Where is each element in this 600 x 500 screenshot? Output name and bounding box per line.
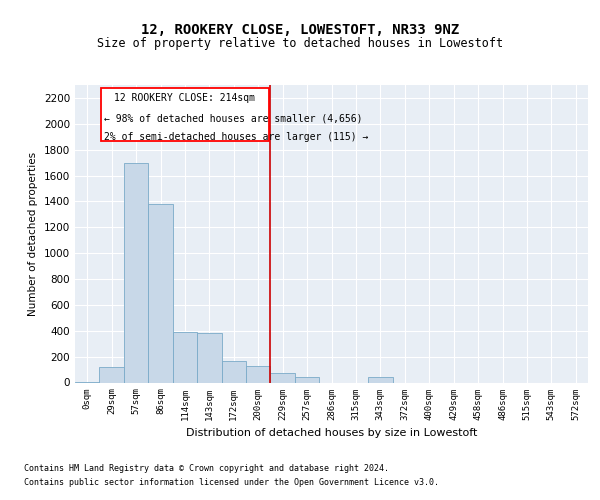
Bar [246, 366, 271, 382]
X-axis label: Distribution of detached houses by size in Lowestoft: Distribution of detached houses by size … [186, 428, 477, 438]
Text: 12, ROOKERY CLOSE, LOWESTOFT, NR33 9NZ: 12, ROOKERY CLOSE, LOWESTOFT, NR33 9NZ [141, 22, 459, 36]
Y-axis label: Number of detached properties: Number of detached properties [28, 152, 38, 316]
Bar [368, 378, 392, 382]
Text: 12 ROOKERY CLOSE: 214sqm: 12 ROOKERY CLOSE: 214sqm [115, 93, 256, 103]
Bar [271, 374, 295, 382]
Text: 2% of semi-detached houses are larger (115) →: 2% of semi-detached houses are larger (1… [104, 132, 368, 142]
Bar [124, 162, 148, 382]
Bar [173, 332, 197, 382]
Text: Contains HM Land Registry data © Crown copyright and database right 2024.: Contains HM Land Registry data © Crown c… [24, 464, 389, 473]
Bar [101, 88, 269, 141]
Bar [197, 334, 221, 382]
Bar [148, 204, 173, 382]
Bar [100, 367, 124, 382]
Bar [295, 378, 319, 382]
Text: Size of property relative to detached houses in Lowestoft: Size of property relative to detached ho… [97, 38, 503, 51]
Text: Contains public sector information licensed under the Open Government Licence v3: Contains public sector information licen… [24, 478, 439, 487]
Bar [221, 360, 246, 382]
Text: ← 98% of detached houses are smaller (4,656): ← 98% of detached houses are smaller (4,… [104, 114, 362, 124]
